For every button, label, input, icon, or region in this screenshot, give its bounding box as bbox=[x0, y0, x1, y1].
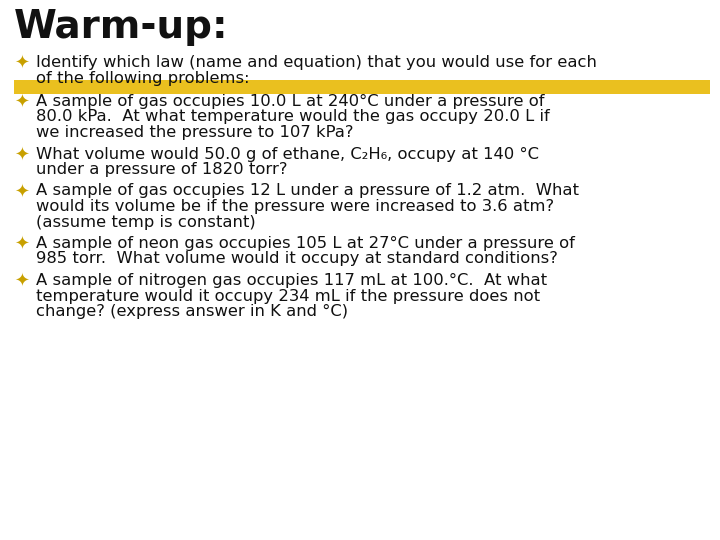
Text: A sample of neon gas occupies 105 L at 27°C under a pressure of: A sample of neon gas occupies 105 L at 2… bbox=[36, 236, 575, 251]
Text: we increased the pressure to 107 kPa?: we increased the pressure to 107 kPa? bbox=[36, 125, 354, 140]
Text: ✦: ✦ bbox=[14, 55, 29, 73]
Text: What volume would 50.0 g of ethane, C₂H₆, occupy at 140 °C: What volume would 50.0 g of ethane, C₂H₆… bbox=[36, 146, 539, 161]
Text: Warm-up:: Warm-up: bbox=[14, 8, 229, 46]
Text: 985 torr.  What volume would it occupy at standard conditions?: 985 torr. What volume would it occupy at… bbox=[36, 252, 558, 267]
Text: Identify which law (name and equation) that you would use for each: Identify which law (name and equation) t… bbox=[36, 55, 597, 70]
Text: A sample of gas occupies 12 L under a pressure of 1.2 atm.  What: A sample of gas occupies 12 L under a pr… bbox=[36, 184, 579, 199]
Text: change? (express answer in K and °C): change? (express answer in K and °C) bbox=[36, 304, 348, 319]
Text: 80.0 kPa.  At what temperature would the gas occupy 20.0 L if: 80.0 kPa. At what temperature would the … bbox=[36, 110, 550, 125]
Text: ✦: ✦ bbox=[14, 273, 29, 291]
Text: would its volume be if the pressure were increased to 3.6 atm?: would its volume be if the pressure were… bbox=[36, 199, 554, 214]
Text: A sample of gas occupies 10.0 L at 240°C under a pressure of: A sample of gas occupies 10.0 L at 240°C… bbox=[36, 94, 544, 109]
Text: of the following problems:: of the following problems: bbox=[36, 71, 250, 85]
Text: A sample of nitrogen gas occupies 117 mL at 100.°C.  At what: A sample of nitrogen gas occupies 117 mL… bbox=[36, 273, 547, 288]
Text: ✦: ✦ bbox=[14, 146, 29, 165]
Text: (assume temp is constant): (assume temp is constant) bbox=[36, 214, 256, 230]
Text: ✦: ✦ bbox=[14, 184, 29, 201]
Text: under a pressure of 1820 torr?: under a pressure of 1820 torr? bbox=[36, 162, 287, 177]
Text: ✦: ✦ bbox=[14, 236, 29, 254]
Text: temperature would it occupy 234 mL if the pressure does not: temperature would it occupy 234 mL if th… bbox=[36, 288, 540, 303]
Text: ✦: ✦ bbox=[14, 94, 29, 112]
FancyBboxPatch shape bbox=[14, 80, 710, 94]
